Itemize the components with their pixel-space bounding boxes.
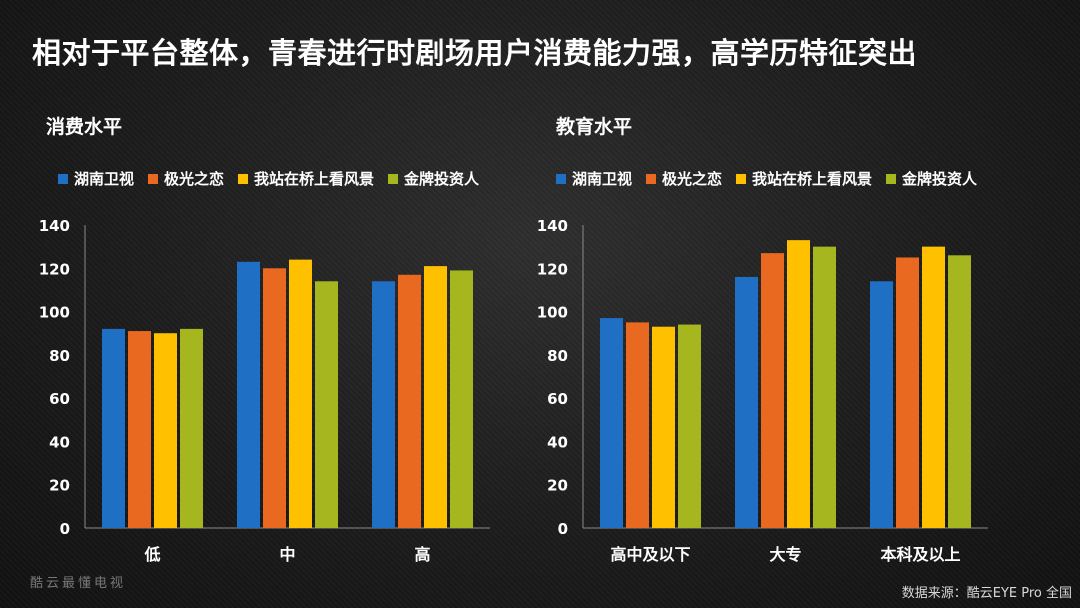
bar-chart-education: 0 20 40 60 80 100 120 140 高中及以下 大专 本科及以上	[537, 217, 988, 564]
y-tick-label: 0	[558, 520, 568, 538]
bar	[102, 328, 125, 528]
y-tick-label: 100	[537, 304, 568, 322]
legend-item: 湖南卫视	[556, 168, 632, 189]
y-tick-label: 0	[60, 520, 70, 538]
y-tick-label: 80	[547, 347, 568, 365]
bar	[600, 318, 623, 528]
bar	[896, 257, 919, 528]
bar	[678, 324, 701, 528]
legend-item: 金牌投资人	[886, 168, 977, 189]
legend-label: 极光之恋	[164, 170, 225, 188]
legend-item: 金牌投资人	[388, 168, 479, 189]
bar	[652, 326, 675, 528]
bar	[450, 270, 473, 528]
y-tick-label: 60	[49, 390, 70, 408]
legend-item: 湖南卫视	[58, 168, 134, 189]
chart-title-education: 教育水平	[556, 116, 633, 138]
x-tick-label: 中	[279, 545, 295, 564]
legend-label: 金牌投资人	[902, 170, 978, 188]
x-tick-label: 大专	[769, 545, 801, 564]
legend-swatch	[238, 173, 249, 184]
bar	[948, 255, 971, 529]
bar	[263, 268, 286, 528]
y-tick-label: 80	[49, 347, 70, 365]
page-title: 相对于平台整体，青春进行时剧场用户消费能力强，高学历特征突出	[32, 36, 918, 70]
y-tick-label: 40	[49, 433, 70, 451]
legend-swatch	[58, 173, 68, 184]
bar	[315, 281, 338, 528]
legend-label: 我站在桥上看风景	[752, 170, 873, 188]
legend-swatch	[886, 173, 897, 184]
legend-label: 湖南卫视	[74, 170, 135, 188]
bar	[813, 246, 836, 528]
y-tick-label: 140	[537, 217, 568, 235]
legend-swatch	[736, 173, 747, 184]
x-tick-label: 本科及以上	[880, 545, 960, 564]
y-tick-label: 40	[547, 433, 568, 451]
y-tick-label: 120	[537, 260, 568, 278]
bar	[180, 328, 203, 528]
x-tick-label: 低	[143, 545, 160, 564]
bar	[128, 331, 151, 528]
legend-education: 湖南卫视 极光之恋 我站在桥上看风景 金牌投资人	[556, 168, 991, 189]
legend-item: 极光之恋	[148, 168, 224, 189]
bar	[372, 281, 395, 528]
bar	[626, 322, 649, 528]
bar	[154, 333, 177, 528]
y-tick-label: 140	[39, 217, 70, 235]
legend-item: 我站在桥上看风景	[736, 168, 872, 189]
y-tick-label: 20	[49, 477, 70, 495]
legend-label: 湖南卫视	[572, 170, 633, 188]
bar	[787, 240, 810, 528]
chart-title-consumption: 消费水平	[46, 116, 123, 138]
data-source: 数据来源：酷云EYE Pro 全国	[901, 586, 1072, 601]
legend-swatch	[646, 173, 657, 184]
y-tick-label: 100	[39, 304, 70, 322]
x-tick-label: 高	[414, 545, 430, 564]
legend-label: 金牌投资人	[404, 170, 480, 188]
bar	[735, 276, 758, 528]
legend-item: 我站在桥上看风景	[238, 168, 374, 189]
y-tick-label: 120	[39, 260, 70, 278]
bar	[237, 261, 260, 528]
x-tick-label: 高中及以下	[610, 545, 690, 564]
legend-consumption: 湖南卫视 极光之恋 我站在桥上看风景 金牌投资人	[58, 168, 493, 189]
legend-label: 极光之恋	[662, 170, 723, 188]
legend-swatch	[556, 173, 566, 184]
bar	[761, 253, 784, 528]
bar	[424, 266, 447, 528]
bar	[289, 259, 312, 528]
y-tick-label: 60	[547, 390, 568, 408]
bar	[870, 281, 893, 528]
y-tick-label: 20	[547, 477, 568, 495]
legend-item: 极光之恋	[646, 168, 722, 189]
legend-swatch	[148, 173, 159, 184]
bar	[398, 274, 421, 528]
bar-chart-consumption: 0 20 40 60 80 100 120 140 低 中 高	[39, 217, 490, 564]
bar	[922, 246, 945, 528]
legend-swatch	[388, 173, 399, 184]
watermark: 酷云最懂电视	[30, 576, 127, 591]
legend-label: 我站在桥上看风景	[254, 170, 375, 188]
